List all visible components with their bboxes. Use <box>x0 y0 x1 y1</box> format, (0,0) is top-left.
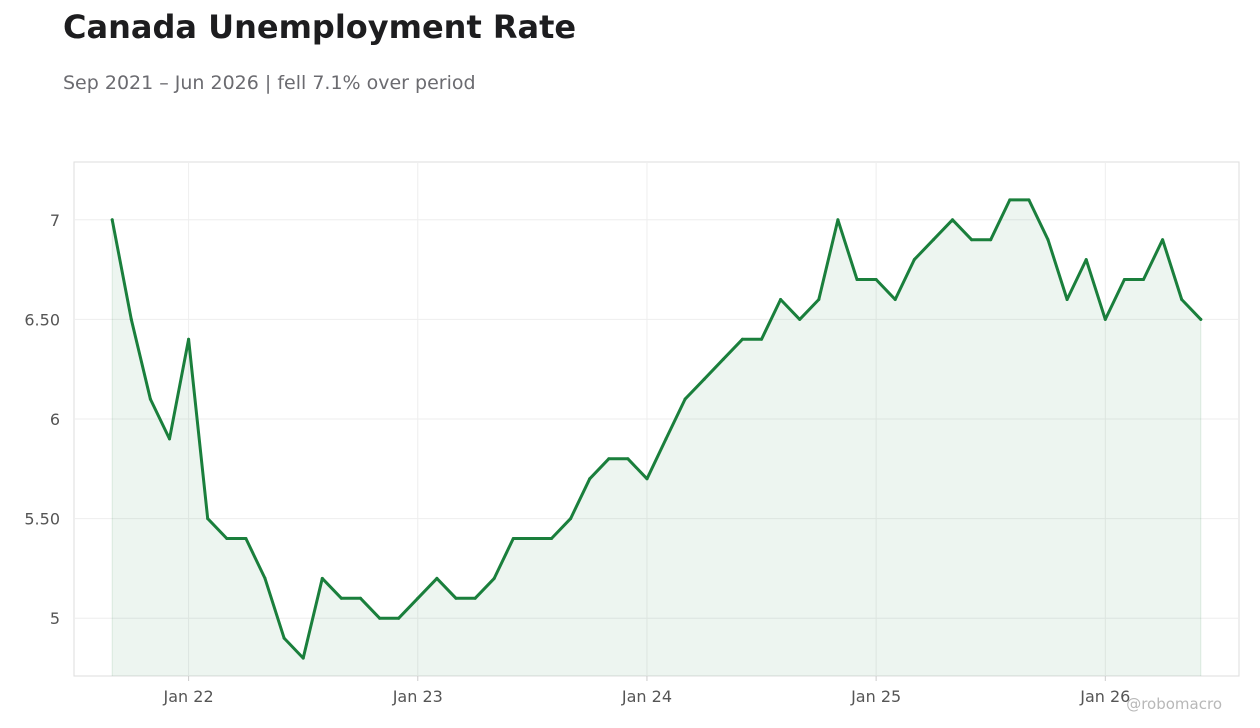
data-point <box>1122 278 1126 281</box>
data-point <box>989 238 993 242</box>
data-point <box>683 397 687 401</box>
data-point <box>626 457 630 461</box>
data-point <box>492 576 496 580</box>
y-tick-label: 5.50 <box>24 510 60 529</box>
data-point <box>148 397 152 401</box>
data-point <box>530 537 534 540</box>
data-point <box>760 337 763 341</box>
data-point <box>339 596 343 600</box>
data-point <box>473 596 477 600</box>
chart-title: Canada Unemployment Rate <box>63 8 577 46</box>
data-point <box>1103 317 1107 321</box>
data-point <box>1199 317 1203 321</box>
data-point <box>1008 198 1012 202</box>
data-point <box>1065 298 1069 301</box>
data-point <box>588 477 592 481</box>
data-point <box>893 298 897 301</box>
data-point <box>836 218 840 222</box>
y-tick-label: 7 <box>50 211 60 230</box>
data-point <box>569 517 573 521</box>
data-point <box>912 258 916 262</box>
series-area <box>112 199 1201 676</box>
data-point <box>397 616 401 620</box>
data-point <box>855 278 859 281</box>
data-point <box>1142 278 1145 281</box>
data-point <box>263 576 267 580</box>
data-point <box>454 596 458 600</box>
data-point <box>951 218 954 222</box>
data-point <box>721 357 725 361</box>
data-point <box>1084 258 1088 262</box>
data-point <box>1161 238 1165 242</box>
series-line <box>110 198 1203 660</box>
watermark: @robomacro <box>1126 695 1222 713</box>
data-point <box>359 596 362 600</box>
x-tick-label: Jan 25 <box>850 687 901 706</box>
data-point <box>110 218 114 222</box>
data-point <box>874 278 878 281</box>
y-tick-label: 6 <box>50 410 60 429</box>
data-point <box>301 656 305 660</box>
data-point <box>798 317 802 321</box>
data-point <box>168 437 171 441</box>
data-point <box>550 537 553 540</box>
data-point <box>511 537 515 540</box>
data-point <box>645 477 649 481</box>
data-point <box>817 298 821 301</box>
data-point <box>416 596 420 600</box>
data-point <box>225 537 229 540</box>
x-tick-label: Jan 24 <box>621 687 672 706</box>
data-point <box>931 238 935 242</box>
x-tick-label: Jan 23 <box>392 687 443 706</box>
data-point <box>1180 298 1184 301</box>
data-point <box>740 337 744 341</box>
data-point <box>1046 238 1050 242</box>
chart-subtitle: Sep 2021 – Jun 2026 | fell 7.1% over per… <box>63 72 476 94</box>
data-point <box>206 517 210 521</box>
data-point <box>435 576 439 580</box>
data-point <box>779 298 783 301</box>
data-point <box>282 636 286 640</box>
data-point <box>664 437 668 441</box>
x-tick-label: Jan 22 <box>163 687 214 706</box>
data-point <box>244 537 248 540</box>
data-point <box>187 337 191 341</box>
data-point <box>970 238 974 242</box>
data-point <box>320 576 324 580</box>
data-point <box>702 377 706 381</box>
y-tick-label: 5 <box>50 609 60 628</box>
x-tick-label: Jan 26 <box>1079 687 1130 706</box>
data-point <box>607 457 611 461</box>
data-point <box>378 616 382 620</box>
data-point <box>129 317 133 321</box>
y-tick-label: 6.50 <box>24 310 60 329</box>
data-point <box>1027 198 1031 202</box>
